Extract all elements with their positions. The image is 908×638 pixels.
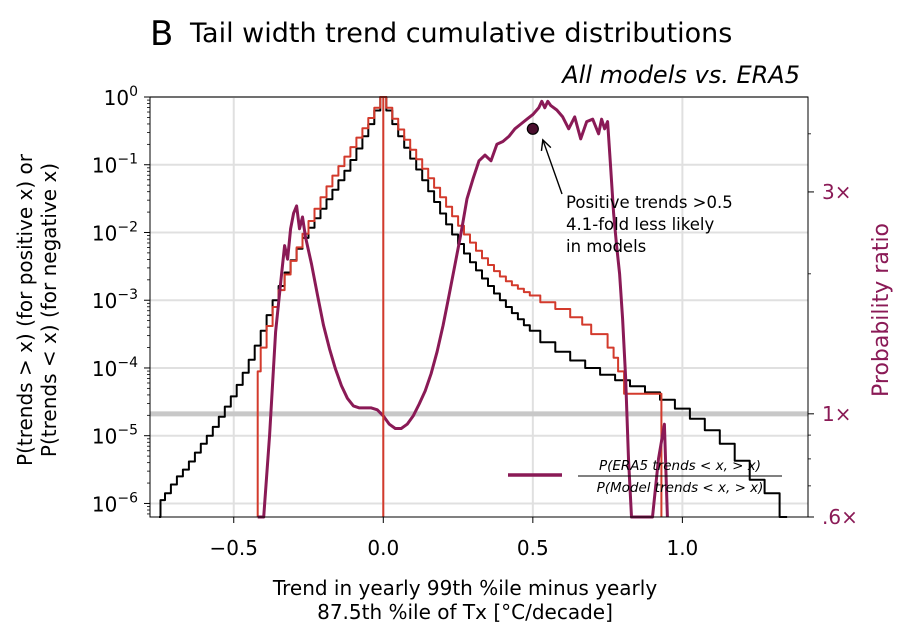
- y-axis-label-line1: P(trends > x) (for positive x) or: [13, 153, 37, 466]
- annotation-line-1: Positive trends >0.5: [566, 193, 733, 212]
- annotation: Positive trends >0.5 4.1-fold less likel…: [566, 193, 733, 256]
- x-axis-label-line2: 87.5th %ile of Tx [°C/decade]: [317, 600, 613, 624]
- annotation-arrow-shaft: [542, 139, 563, 195]
- x-tick-label: 0.5: [517, 536, 549, 560]
- y-tick-label: 10−5: [92, 423, 138, 449]
- x-tick-label: 1.0: [666, 536, 698, 560]
- chart-title: Tail width trend cumulative distribution…: [189, 18, 732, 49]
- right-tick-label: 1×: [822, 402, 851, 426]
- series-ratio-line: [257, 99, 669, 519]
- chart-subtitle: All models vs. ERA5: [560, 61, 800, 89]
- markers-layer: [526, 122, 563, 195]
- annotation-line-2: 4.1-fold less likely: [566, 215, 714, 234]
- y-tick-label: 100: [104, 84, 138, 110]
- legend-denominator: P(Model trends < x, > x): [597, 480, 764, 496]
- panel-letter: B: [150, 14, 173, 54]
- y-axis-label-right: Probability ratio: [869, 223, 894, 397]
- y-tick-label: 10−3: [92, 287, 138, 313]
- y-tick-label: 10−4: [92, 355, 138, 381]
- series-layer: [159, 96, 788, 519]
- x-axis-label-line1: Trend in yearly 99th %ile minus yearly: [272, 576, 658, 600]
- highlight-point: [526, 122, 539, 135]
- tick-layer: −0.5 0.0 0.5 1.0 100 10−1 10−2 10−3 10−4 10−5 10−6…: [92, 84, 858, 560]
- series-era5-line: [256, 96, 663, 517]
- legend-numerator: P(ERA5 trends < x, > x): [599, 458, 761, 474]
- y-tick-label: 10−2: [92, 219, 138, 245]
- y-axis-label-line2: P(trends < x) (for negative x): [37, 163, 61, 457]
- right-tick-label: 3×: [822, 180, 851, 204]
- legend: P(ERA5 trends < x, > x) P(Model trends <…: [508, 458, 782, 496]
- annotation-line-3: in models: [566, 237, 646, 256]
- right-tick-label: .6×: [822, 505, 858, 529]
- y-tick-label: 10−6: [92, 490, 138, 516]
- x-tick-label: 0.0: [367, 536, 399, 560]
- series-models-line: [159, 96, 788, 518]
- y-tick-label: 10−1: [92, 152, 138, 178]
- annotation-arrow-head: [540, 138, 552, 152]
- x-tick-label: −0.5: [209, 536, 258, 560]
